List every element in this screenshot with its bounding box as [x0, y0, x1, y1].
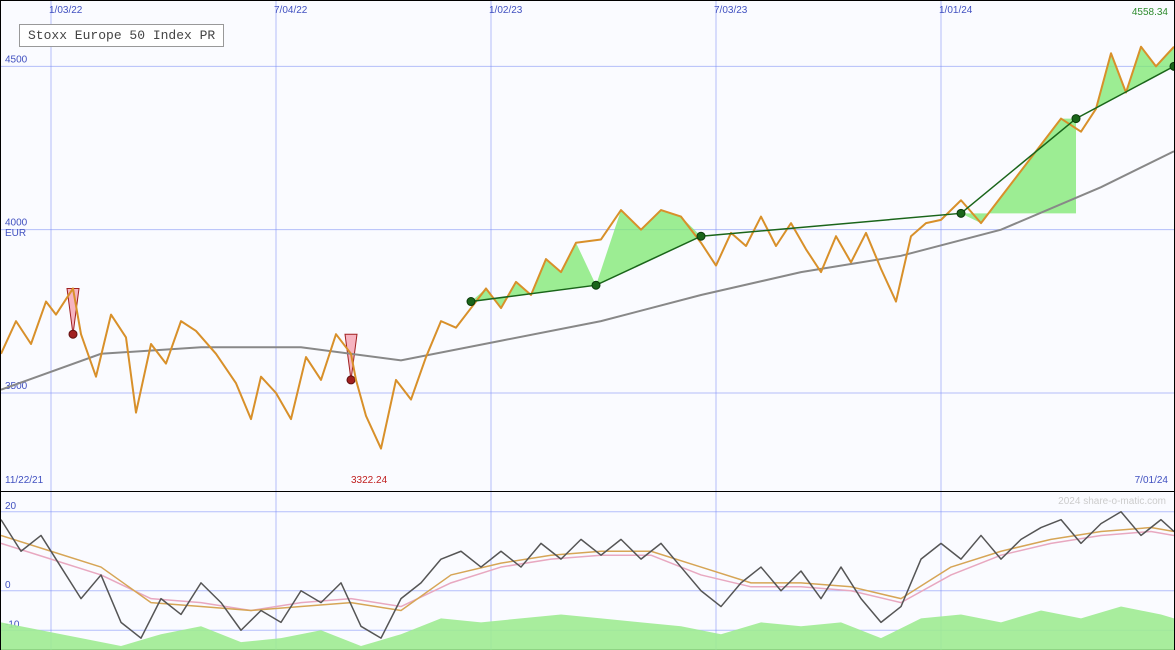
svg-text:4500: 4500 [5, 54, 28, 65]
watermark: 2024 share-o-matic.com [1058, 496, 1166, 507]
x-end-label: 7/01/24 [1135, 475, 1168, 486]
main-price-chart[interactable]: 1/03/227/04/221/02/237/03/231/01/2435004… [1, 1, 1174, 491]
svg-text:1/01/24: 1/01/24 [939, 5, 973, 16]
svg-text:7/03/23: 7/03/23 [714, 5, 748, 16]
svg-text:1/02/23: 1/02/23 [489, 5, 523, 16]
indicator-chart-svg: -10020 [1, 492, 1174, 650]
svg-text:1/03/22: 1/03/22 [49, 5, 83, 16]
chart-container: 1/03/227/04/221/02/237/03/231/01/2435004… [0, 0, 1175, 650]
last-value-label: 4558.34 [1132, 7, 1168, 18]
low-value-label: 3322.24 [351, 475, 387, 486]
svg-text:7/04/22: 7/04/22 [274, 5, 308, 16]
x-start-label: 11/22/21 [5, 475, 43, 486]
indicator-chart[interactable]: -10020 2024 share-o-matic.com [1, 491, 1174, 650]
main-chart-svg: 1/03/227/04/221/02/237/03/231/01/2435004… [1, 1, 1174, 491]
svg-text:20: 20 [5, 501, 17, 512]
svg-text:0: 0 [5, 580, 11, 591]
currency-label: EUR [5, 228, 26, 239]
chart-title: Stoxx Europe 50 Index PR [19, 24, 224, 47]
